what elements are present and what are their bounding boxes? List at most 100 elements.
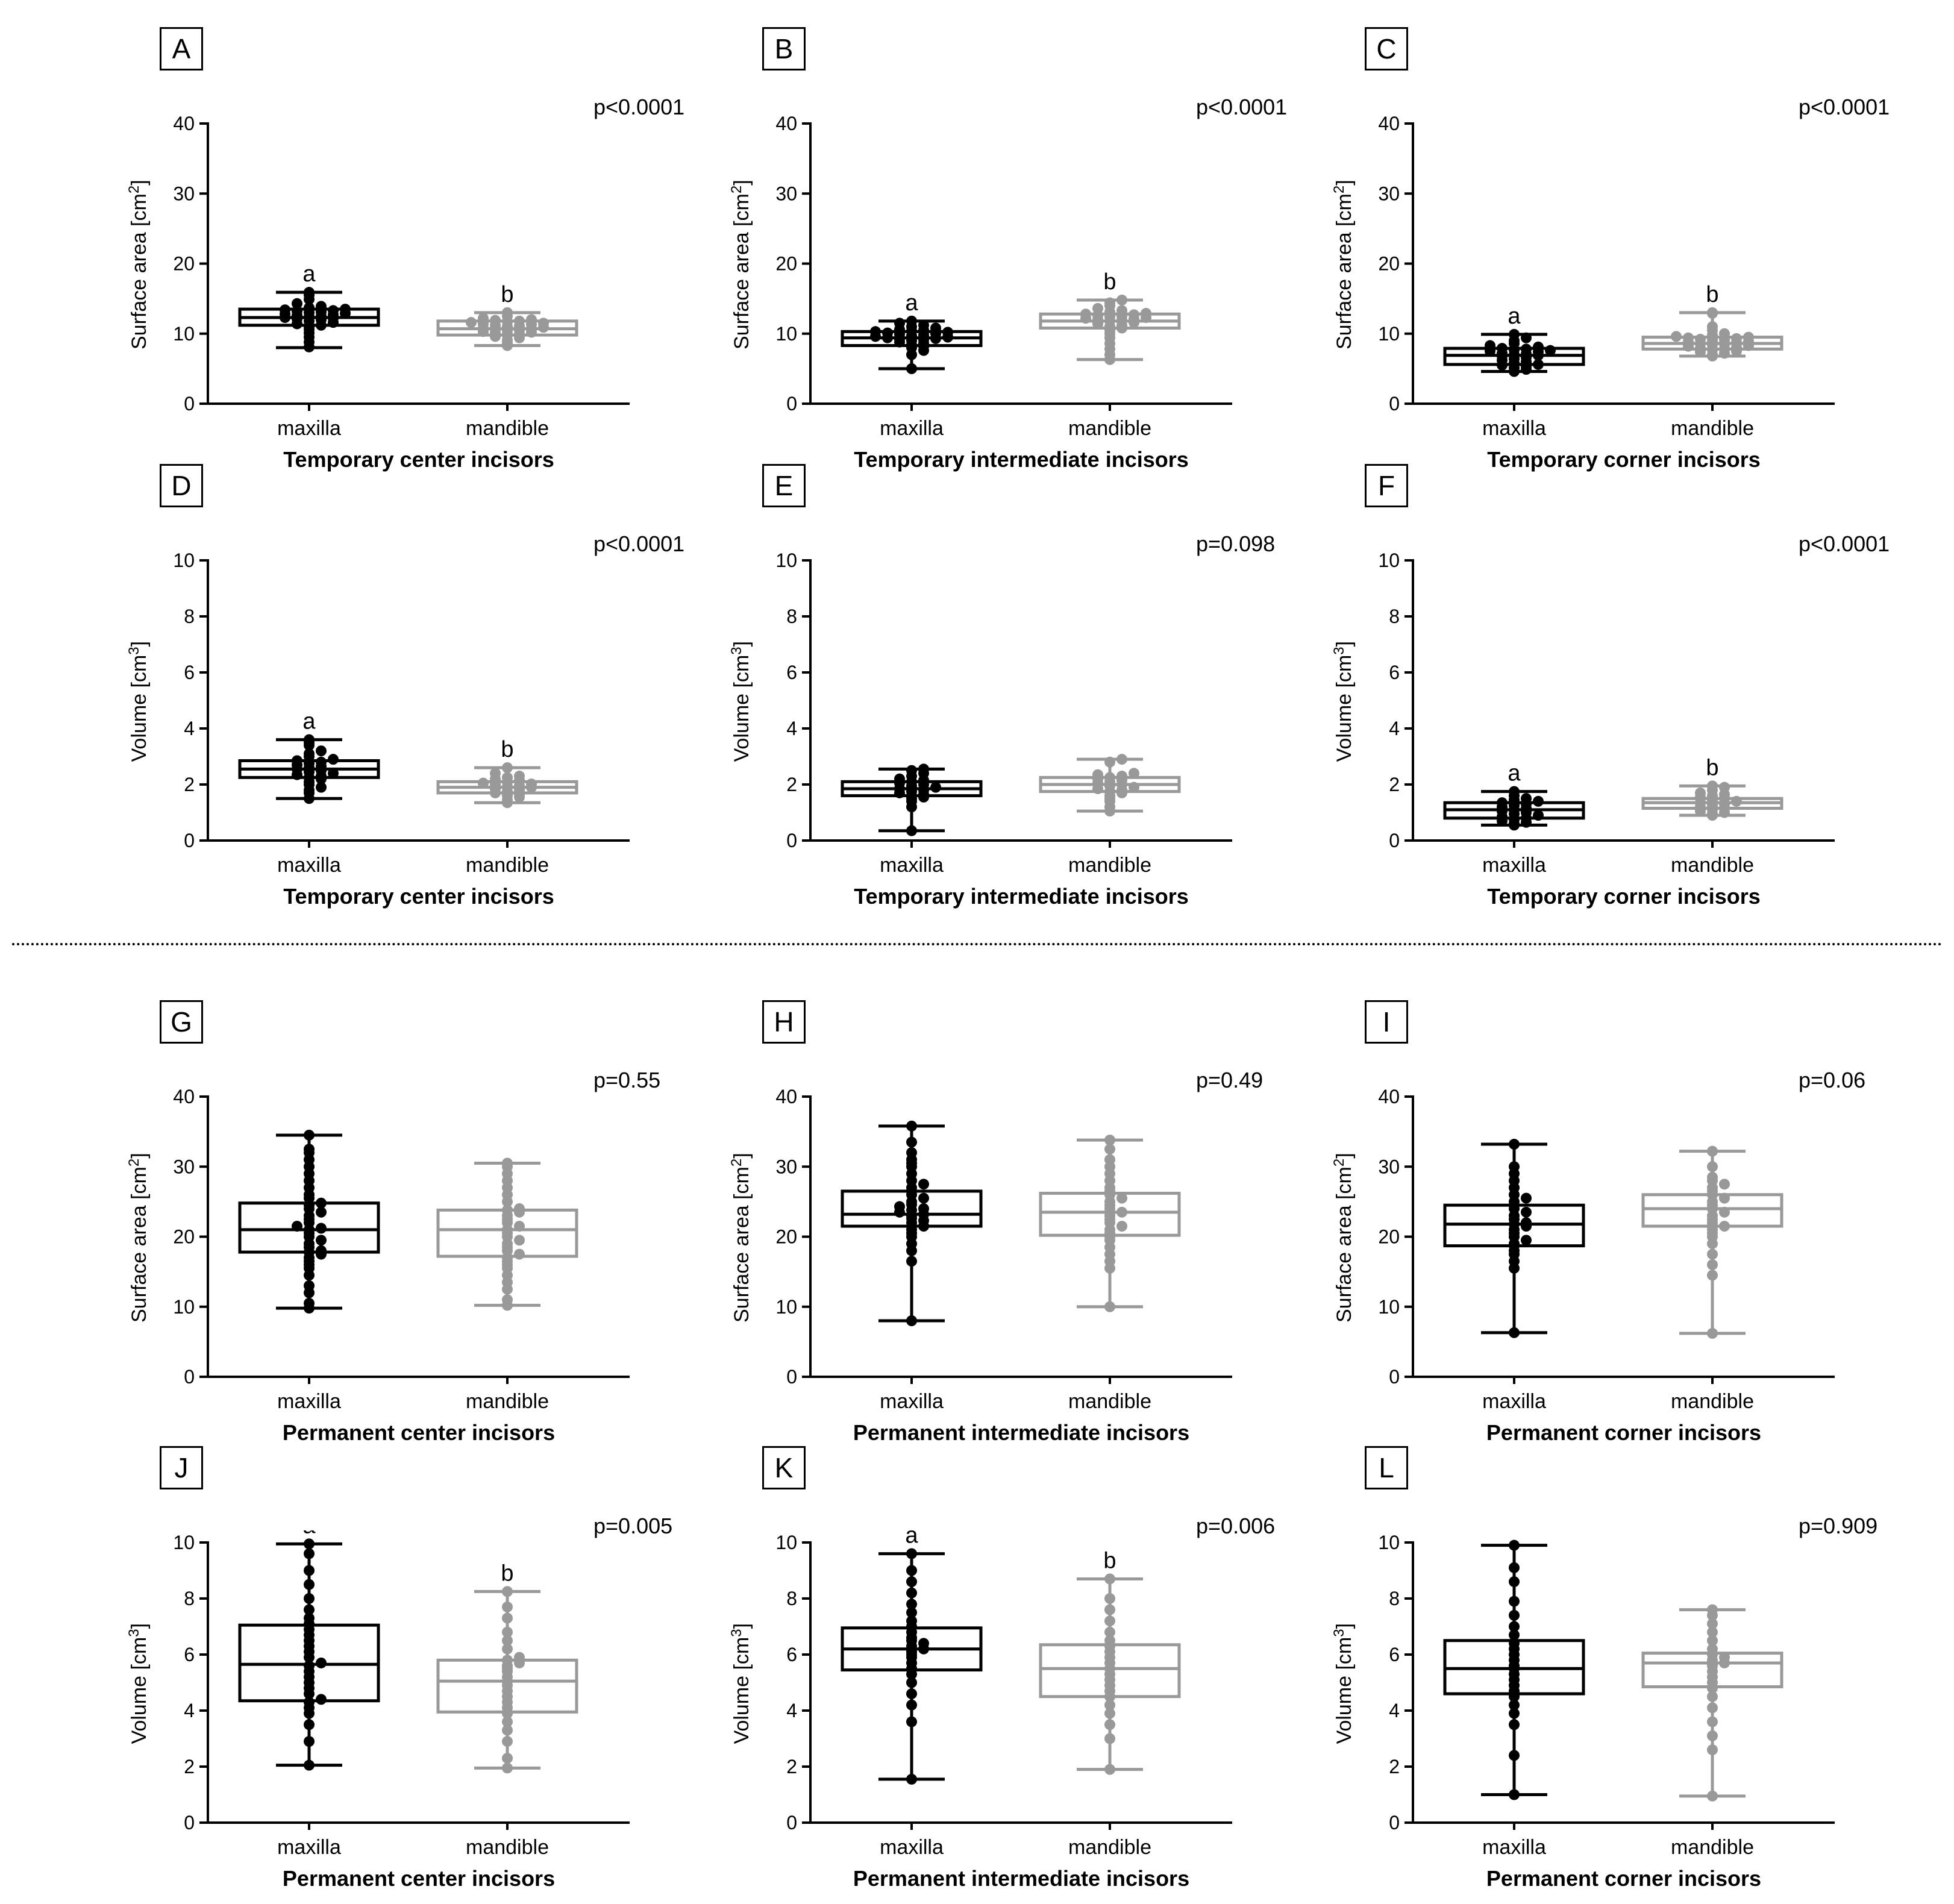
x-tick-label-maxilla: maxilla [880,854,944,877]
chart-plot: 0 2 4 6 8 10 maxilla mandible [775,550,1232,877]
data-point [1707,1635,1718,1646]
y-axis-label-exponent: 2 [1330,185,1347,193]
x-tick-label-mandible: mandible [1068,1390,1151,1413]
data-point [514,315,525,327]
data-point [1533,341,1544,352]
data-point [514,1235,525,1246]
data-point [1104,1154,1115,1165]
y-tick-label: 20 [775,253,797,275]
y-tick-label: 8 [786,1588,797,1609]
y-tick-label: 40 [173,1086,195,1107]
y-tick-label: 0 [786,393,797,415]
y-tick-label: 40 [1378,113,1400,134]
data-point [1104,1708,1115,1719]
panel-label: H [762,1000,806,1044]
x-axis-title: Permanent center incisors [282,1866,556,1891]
x-axis-title: Temporary intermediate incisors [854,884,1189,909]
data-point [1533,795,1544,807]
x-tick-label-mandible: mandible [466,1390,549,1413]
y-tick-label: 4 [1389,718,1400,739]
data-point [490,315,501,326]
data-point [1104,1615,1115,1627]
y-tick-label: 40 [1378,1086,1400,1107]
x-tick-label-maxilla: maxilla [880,417,944,440]
data-point [514,771,525,782]
data-point [502,1635,513,1646]
p-value: p=0.909 [1799,1514,1878,1538]
significance-letter: b [501,737,513,762]
data-point [906,315,917,327]
data-point [1104,1301,1115,1312]
data-point [316,1223,327,1234]
significance-letter: a [905,290,918,316]
data-point [1707,1327,1718,1339]
data-point [280,304,290,316]
data-point [316,1657,327,1668]
data-point [1707,1790,1718,1802]
y-tick-label: 30 [1378,1156,1400,1177]
y-axis-label-exponent: 3 [1330,646,1347,655]
x-tick-label-maxilla: maxilla [880,1836,944,1859]
y-tick-label: 40 [173,113,195,134]
y-axis-label-exponent: 2 [728,1158,745,1167]
x-tick-label-mandible: mandible [466,1836,549,1859]
x-axis-title: Permanent center incisors [282,1420,556,1445]
data-point [514,1203,525,1214]
data-point [918,1179,929,1190]
y-tick-label: 10 [775,323,797,345]
y-tick-label: 30 [775,1156,797,1177]
y-tick-label: 20 [173,253,195,275]
data-point [328,305,339,316]
data-point [292,298,302,309]
data-point [1509,1139,1520,1150]
data-point [1707,307,1718,318]
y-tick-label: 30 [1378,183,1400,204]
chart-plot: 0 2 4 6 8 10 maxilla a mandible b [775,1530,1232,1859]
data-point [304,1604,315,1615]
p-value: p=0.098 [1196,531,1276,556]
panel-label: E [762,464,806,507]
x-axis-title: Temporary intermediate incisors [854,447,1189,472]
y-tick-label: 10 [775,1296,797,1318]
y-tick-label: 30 [775,183,797,204]
chart-plot: 0 10 20 30 40 maxilla a mandible b [1378,113,1835,440]
x-tick-label-mandible: mandible [466,854,549,877]
data-point [1509,1789,1520,1800]
data-point [316,745,327,757]
data-point [1104,1573,1115,1585]
data-point [1695,334,1706,345]
y-tick-label: 30 [173,1156,195,1177]
data-point [882,327,893,339]
y-tick-label: 0 [786,830,797,851]
data-point [918,1638,929,1649]
x-tick-label-maxilla: maxilla [277,1390,341,1413]
data-point [906,1599,917,1610]
p-value: p<0.0001 [1799,531,1890,556]
data-point [1509,1750,1520,1761]
data-point [502,1157,513,1169]
x-axis-title: Temporary center incisors [283,884,554,909]
y-tick-label: 8 [1389,606,1400,627]
y-tick-label: 10 [1378,550,1400,571]
data-point [304,1548,315,1559]
chart-plot: 0 10 20 30 40 maxilla a mandible b [173,113,630,440]
significance-letter: b [1103,1548,1116,1573]
data-point [918,319,929,331]
data-point [1521,1235,1532,1246]
significance-letter: a [302,261,316,287]
data-point [906,1688,917,1700]
data-point [292,755,302,766]
data-point [1719,1206,1730,1218]
panel-label: L [1365,1446,1408,1489]
panel-label: I [1365,1000,1408,1044]
data-point [1707,1730,1718,1741]
data-point [304,1129,315,1141]
data-point [1707,1618,1718,1629]
data-point [1092,302,1103,314]
data-point [1509,1719,1520,1730]
data-point [1707,1259,1718,1270]
data-point [502,1724,513,1736]
chart-plot: 0 10 20 30 40 maxilla mandible [173,1086,630,1413]
data-point [292,305,302,317]
x-axis-title: Temporary center incisors [283,447,554,472]
